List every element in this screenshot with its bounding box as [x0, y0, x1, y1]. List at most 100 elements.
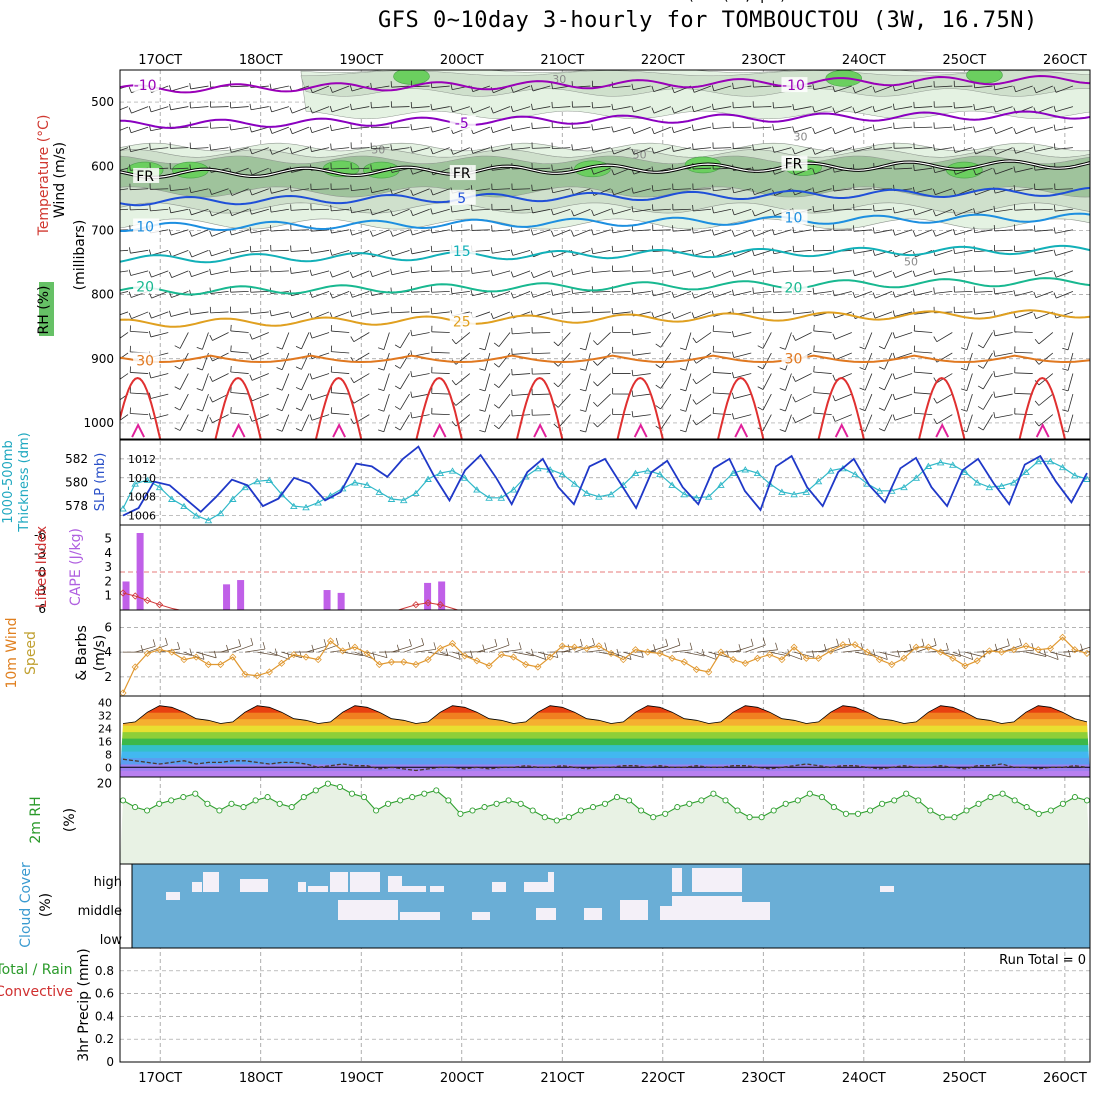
wind-barb-10m-flag	[165, 637, 168, 646]
wind-barb	[1035, 147, 1053, 152]
wind-barb	[170, 106, 189, 111]
wind-barb-flag	[973, 169, 977, 176]
wind-barb-flag	[772, 209, 775, 216]
wind-barb-flag	[128, 269, 132, 276]
wind-barb	[190, 106, 209, 109]
wind-speed-point	[814, 654, 823, 662]
wind-barb	[179, 414, 189, 431]
wind-barb-flag	[169, 310, 172, 317]
wind-speed-point	[1059, 633, 1067, 641]
wind-barb	[793, 106, 812, 111]
wind-barb-flag	[450, 148, 454, 155]
wind-barb	[613, 208, 631, 215]
wind-barb	[673, 270, 692, 277]
wind-barb	[532, 393, 551, 396]
wind-barb	[853, 188, 872, 191]
wind-barb	[352, 291, 370, 298]
wind-barb-flag	[712, 184, 714, 191]
wind-barb	[1056, 291, 1074, 299]
wind-barb-flag	[772, 266, 774, 273]
wind-barb-10m	[916, 644, 937, 653]
wind-barb	[894, 167, 913, 170]
wind-barb	[813, 392, 832, 395]
wind-barb	[411, 414, 430, 419]
wind-barb-10m	[220, 645, 241, 653]
wind-barb-flag	[792, 226, 795, 233]
wind-speed-point	[168, 648, 176, 656]
wind-barb	[271, 208, 289, 213]
wind-barb	[573, 208, 591, 217]
thickness-point	[485, 494, 493, 501]
wind-barb	[383, 332, 390, 350]
wind-barb-flag	[977, 365, 984, 369]
wind-barb-flag	[479, 409, 486, 412]
cloud-block	[672, 868, 682, 892]
wind-barb	[431, 413, 450, 416]
wind-barb	[532, 208, 551, 214]
precip-tick-label: 0.8	[95, 964, 114, 978]
wind-barb	[392, 229, 410, 237]
wind-barb-10m	[318, 644, 339, 653]
rh-point	[686, 800, 693, 807]
wind-barb	[1038, 352, 1054, 365]
cape-bar	[438, 581, 446, 610]
thickness-point	[1083, 475, 1090, 482]
isotherm-40-peak	[734, 422, 749, 438]
thickness-point	[656, 470, 664, 478]
wind-barb-flag	[209, 144, 212, 151]
wind-barb	[833, 270, 852, 274]
wind-barb-flag	[128, 107, 132, 114]
wind-speed-point	[204, 660, 212, 669]
wind-barb	[762, 373, 772, 390]
wind-barb-flag	[209, 334, 213, 341]
wind-barb	[150, 414, 169, 420]
wind-barb	[854, 147, 872, 152]
wind-barb	[632, 352, 651, 356]
wind-barb-flag	[109, 185, 110, 191]
isotherm-label-bg	[133, 167, 160, 183]
wind10m-plot	[120, 633, 1090, 696]
wind-speed-point	[668, 654, 676, 662]
wind-barb	[694, 291, 712, 299]
wind-barb-flag	[651, 312, 655, 319]
wind-barb	[660, 352, 672, 369]
cloud-level-label: middle	[78, 904, 122, 919]
wind-barb-flag	[531, 103, 533, 110]
wind-barb-10m	[696, 651, 717, 660]
wind-barb	[553, 208, 571, 216]
wind-barb-flag	[993, 310, 996, 317]
wind-barb	[652, 270, 671, 274]
wind-barb	[472, 270, 490, 274]
wind-barb	[130, 126, 149, 134]
wind-barb	[632, 229, 651, 232]
top-time-label: 21OCT	[540, 53, 584, 68]
wind-barb-10m-flag	[421, 637, 425, 646]
wind-barb-flag	[892, 414, 896, 421]
wind-barb	[512, 249, 531, 256]
wind-barb	[733, 393, 752, 399]
wind-barb	[301, 373, 310, 391]
wind-barb	[1014, 188, 1033, 192]
wind-barb-flag	[174, 365, 181, 370]
wind-barb-flag	[812, 187, 815, 194]
wind-barb-flag	[289, 311, 293, 318]
wind-barb-flag	[779, 408, 786, 412]
wind-barb-flag	[571, 188, 574, 195]
wind-barb-flag	[470, 267, 473, 274]
wind-barb	[392, 188, 410, 195]
wind-barb	[291, 270, 310, 274]
wind-barb	[351, 208, 370, 214]
wind-barb-flag	[269, 127, 273, 134]
wind-barb-10m-flag	[1019, 638, 1022, 646]
wind-barb-flag	[394, 365, 401, 369]
wind-barb	[431, 291, 450, 293]
lifted-index-point	[143, 596, 151, 604]
wind-speed-point	[1022, 642, 1030, 650]
wind-barb	[532, 106, 551, 111]
wind-barb-flag	[731, 372, 735, 379]
wind-barb	[383, 352, 390, 371]
wind-barb-flag	[490, 247, 493, 254]
wind-barb	[894, 85, 913, 92]
rh-point	[1047, 807, 1054, 814]
wind-speed-point	[717, 648, 725, 656]
